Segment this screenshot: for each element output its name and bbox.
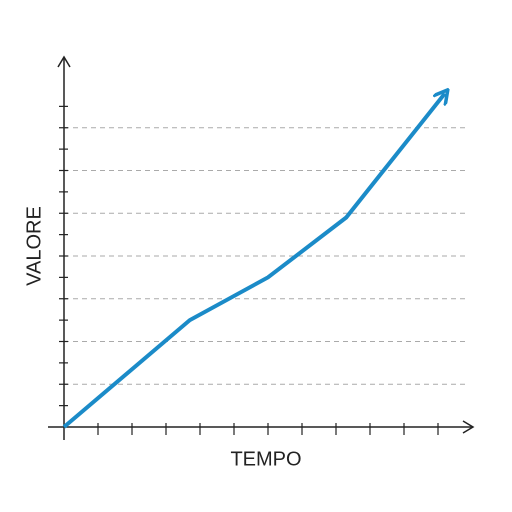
- grid: [64, 127, 466, 385]
- y-axis-arrow: [57, 55, 71, 68]
- x-axis-label: TEMPO: [230, 448, 301, 470]
- x-axis-arrow: [462, 420, 475, 434]
- y-axis-label: VALORE: [23, 206, 45, 286]
- data-line: [62, 94, 445, 429]
